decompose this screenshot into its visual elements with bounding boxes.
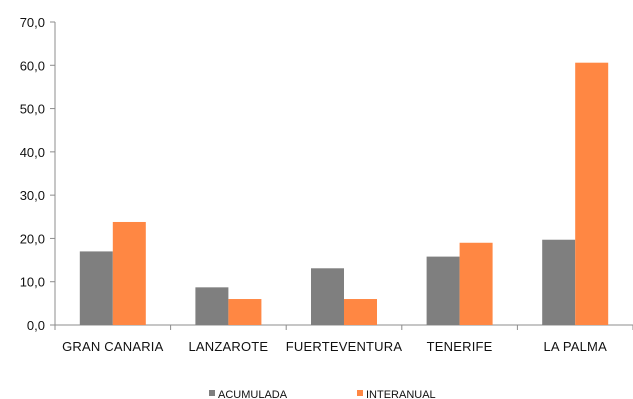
bar-interanual-la-palma	[575, 62, 609, 326]
bar-interanual-fuerteventura	[344, 299, 377, 325]
legend-swatch-interanual	[357, 390, 363, 396]
legend-swatch-acumulada	[209, 390, 215, 396]
x-category-label: FUERTEVENTURA	[286, 339, 403, 354]
x-category-label: GRAN CANARIA	[62, 339, 163, 354]
bar-acumulada-tenerife	[426, 256, 460, 325]
legend: ACUMULADA INTERANUAL	[209, 389, 436, 399]
legend-label-acumulada: ACUMULADA	[218, 389, 288, 399]
y-tick-label: 50,0	[20, 102, 45, 117]
bar-interanual-tenerife	[459, 242, 493, 325]
bar-acumulada-lanzarote	[195, 287, 229, 325]
y-tick-label: 10,0	[20, 275, 45, 290]
bar-acumulada-fuerteventura	[311, 268, 344, 325]
x-category-label: LANZAROTE	[188, 339, 268, 354]
y-tick-label: 60,0	[20, 58, 45, 73]
y-tick-label: 0,0	[27, 318, 45, 333]
x-category-label: TENERIFE	[427, 339, 493, 354]
labels: 0,0 10,0 20,0 30,0 40,0 50,0 60,0 70,0 GRAN CANA…	[20, 15, 607, 354]
y-tick-label: 20,0	[20, 231, 45, 246]
bar-acumulada-la-palma	[542, 239, 576, 325]
bars	[79, 62, 609, 326]
bar-acumulada-gran-canaria	[79, 251, 113, 325]
bar-interanual-lanzarote	[228, 299, 262, 325]
y-tick-label: 70,0	[20, 15, 45, 30]
y-tick-label: 40,0	[20, 145, 45, 160]
axes	[50, 21, 633, 330]
x-category-label: LA PALMA	[543, 339, 607, 354]
bar-interanual-gran-canaria	[112, 221, 146, 325]
legend-label-interanual: INTERANUAL	[366, 389, 436, 399]
y-tick-label: 30,0	[20, 188, 45, 203]
